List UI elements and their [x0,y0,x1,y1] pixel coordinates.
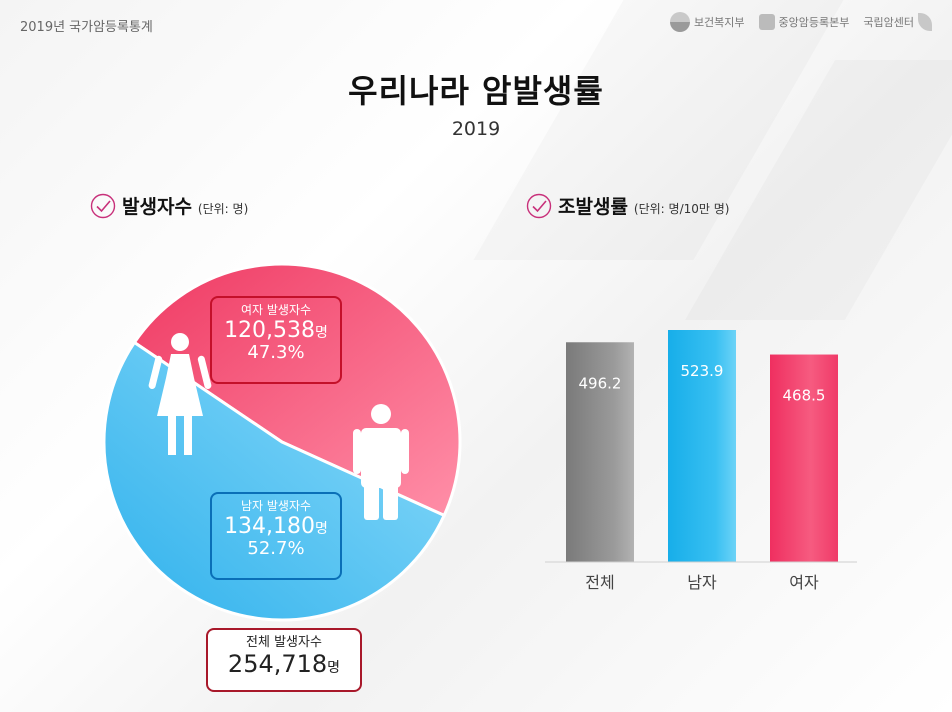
logo-registry-label: 중앙암등록본부 [778,16,850,29]
female-count-callout: 여자 발생자수 120,538명 47.3% [210,296,342,384]
page-title: 우리나라 암발생률 [348,72,604,110]
female-count-value: 120,538 [224,317,316,343]
section-incidence-unit: (단위: 명) [197,202,249,216]
bar-여자 [770,354,838,562]
leaf-icon [918,13,932,31]
pie-chart [102,262,462,622]
male-count-callout: 남자 발생자수 134,180명 52.7% [210,492,342,580]
taegeuk-icon [669,12,690,32]
section-crude-rate: 조발생률 (단위: 명/10만 명) [526,192,729,219]
registry-icon [758,14,775,30]
logo-ministry: 보건복지부 [669,12,745,32]
bar-value-label: 496.2 [579,374,622,392]
page-year: 2019 [451,118,501,140]
total-count-value: 254,718 [227,649,328,678]
total-count-label: 전체 발생자수 [246,635,322,650]
logo-cancer-center-label: 국립암센터 [863,16,914,29]
bar-value-label: 468.5 [783,387,826,405]
logo-registry: 중앙암등록본부 [758,14,850,30]
total-count-suffix: 명 [327,659,341,676]
male-percent: 52.7% [247,538,305,560]
female-count-label: 여자 발생자수 [240,303,312,317]
logo-ministry-label: 보건복지부 [693,16,745,29]
bar-value-label: 523.9 [681,362,724,380]
check-circle-icon [90,193,116,218]
male-figure-icon [353,404,409,520]
female-figure-icon [148,333,212,455]
bar-category-label: 전체 [585,573,614,592]
bar-전체 [566,342,634,562]
total-count-callout: 전체 발생자수 254,718명 [206,628,362,692]
logo-bar: 보건복지부 중앙암등록본부 국립암센터 [669,12,932,32]
section-incidence-count: 발생자수 (단위: 명) [90,192,248,219]
male-count-label: 남자 발생자수 [240,499,312,513]
male-count-suffix: 명 [315,520,328,537]
bar-category-label: 여자 [789,573,819,592]
female-count-suffix: 명 [315,324,328,341]
section-crude-rate-unit: (단위: 명/10만 명) [633,202,730,216]
logo-cancer-center: 국립암센터 [863,13,932,31]
female-percent: 47.3% [247,342,305,364]
check-circle-icon [526,193,552,218]
report-title: 2019년 국가암등록통계 [20,20,153,35]
bar-남자 [668,330,736,562]
male-count-value: 134,180 [224,513,316,539]
section-incidence-heading: 발생자수 [122,196,192,218]
bar-chart: 496.2 전체 523.9 남자 468.5 여자 [545,330,857,592]
section-crude-rate-heading: 조발생률 [558,196,628,218]
bar-category-label: 남자 [687,573,717,592]
